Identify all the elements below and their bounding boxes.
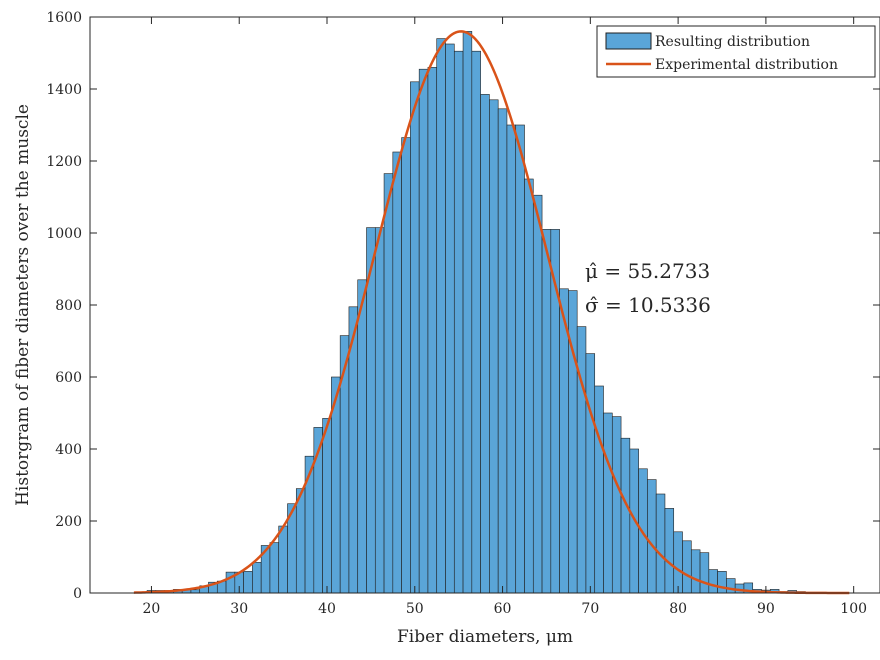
- std-annotation: σ̂ = 10.5336: [585, 293, 711, 317]
- histogram-bar: [252, 562, 261, 593]
- legend-label-experimental-distribution: Experimental distribution: [655, 57, 838, 73]
- y-tick-label: 1400: [46, 82, 82, 98]
- histogram-bar: [279, 526, 288, 593]
- x-tick-label: 30: [230, 601, 248, 617]
- histogram-bar: [604, 413, 613, 593]
- y-tick-label: 1200: [46, 154, 82, 170]
- x-tick-label: 80: [669, 601, 687, 617]
- histogram-bar: [595, 386, 604, 593]
- histogram-bar: [270, 543, 279, 593]
- histogram-bar: [525, 179, 534, 593]
- histogram-bar: [621, 438, 630, 593]
- histogram-bar: [674, 532, 683, 593]
- histogram-bar: [323, 418, 332, 593]
- x-tick-label: 100: [840, 601, 867, 617]
- legend: Resulting distribution Experimental dist…: [597, 26, 875, 77]
- y-tick-label: 400: [55, 442, 82, 458]
- histogram-bar: [446, 44, 455, 593]
- histogram-bar: [384, 174, 393, 593]
- y-tick-label: 1600: [46, 10, 82, 26]
- histogram-bar: [533, 195, 542, 593]
- histogram-bar: [656, 494, 665, 593]
- y-tick-label: 0: [73, 586, 82, 602]
- histogram-bar: [419, 69, 428, 593]
- histogram-bar: [410, 82, 419, 593]
- histogram-bar: [577, 327, 586, 593]
- x-tick-label: 70: [581, 601, 599, 617]
- histogram-bar: [691, 550, 700, 593]
- y-tick-label: 600: [55, 370, 82, 386]
- legend-swatch-resulting-distribution: [606, 33, 651, 49]
- histogram-bars: [147, 31, 840, 593]
- histogram-bar: [463, 31, 472, 593]
- x-tick-label: 90: [757, 601, 775, 617]
- histogram-bar: [586, 354, 595, 593]
- histogram-bar: [516, 125, 525, 593]
- histogram-bar: [454, 51, 463, 593]
- y-axis-label: Historgram of fiber diameters over the m…: [13, 104, 33, 506]
- histogram-bar: [489, 100, 498, 593]
- y-tick-label: 800: [55, 298, 82, 314]
- histogram-bar: [542, 229, 551, 593]
- histogram-bar: [726, 579, 735, 593]
- legend-label-resulting-distribution: Resulting distribution: [655, 34, 810, 50]
- histogram-bar: [481, 94, 490, 593]
- histogram-bar: [665, 508, 674, 593]
- x-axis-label: Fiber diameters, μm: [397, 627, 573, 647]
- histogram-bar: [393, 152, 402, 593]
- x-tick-label: 20: [143, 601, 161, 617]
- histogram-bar: [296, 489, 305, 593]
- histogram-bar: [647, 480, 656, 593]
- y-tick-label: 200: [55, 514, 82, 530]
- histogram-bar: [402, 138, 411, 593]
- histogram-bar: [428, 67, 437, 593]
- histogram-bar: [244, 571, 253, 593]
- histogram-bar: [700, 553, 709, 593]
- histogram-bar: [718, 571, 727, 593]
- histogram-bar: [472, 51, 481, 593]
- histogram-bar: [507, 125, 516, 593]
- histogram-bar: [683, 541, 692, 593]
- histogram-bar: [437, 39, 446, 593]
- x-tick-label: 60: [494, 601, 512, 617]
- histogram-bar: [709, 570, 718, 593]
- histogram-bar: [498, 109, 507, 593]
- histogram-bar: [340, 336, 349, 593]
- histogram-bar: [375, 228, 384, 593]
- histogram-bar: [612, 417, 621, 593]
- histogram-bar: [358, 280, 367, 593]
- mean-annotation: μ̂ = 55.2733: [585, 259, 710, 283]
- x-tick-label: 50: [406, 601, 424, 617]
- x-tick-label: 40: [318, 601, 336, 617]
- y-tick-label: 1000: [46, 226, 82, 242]
